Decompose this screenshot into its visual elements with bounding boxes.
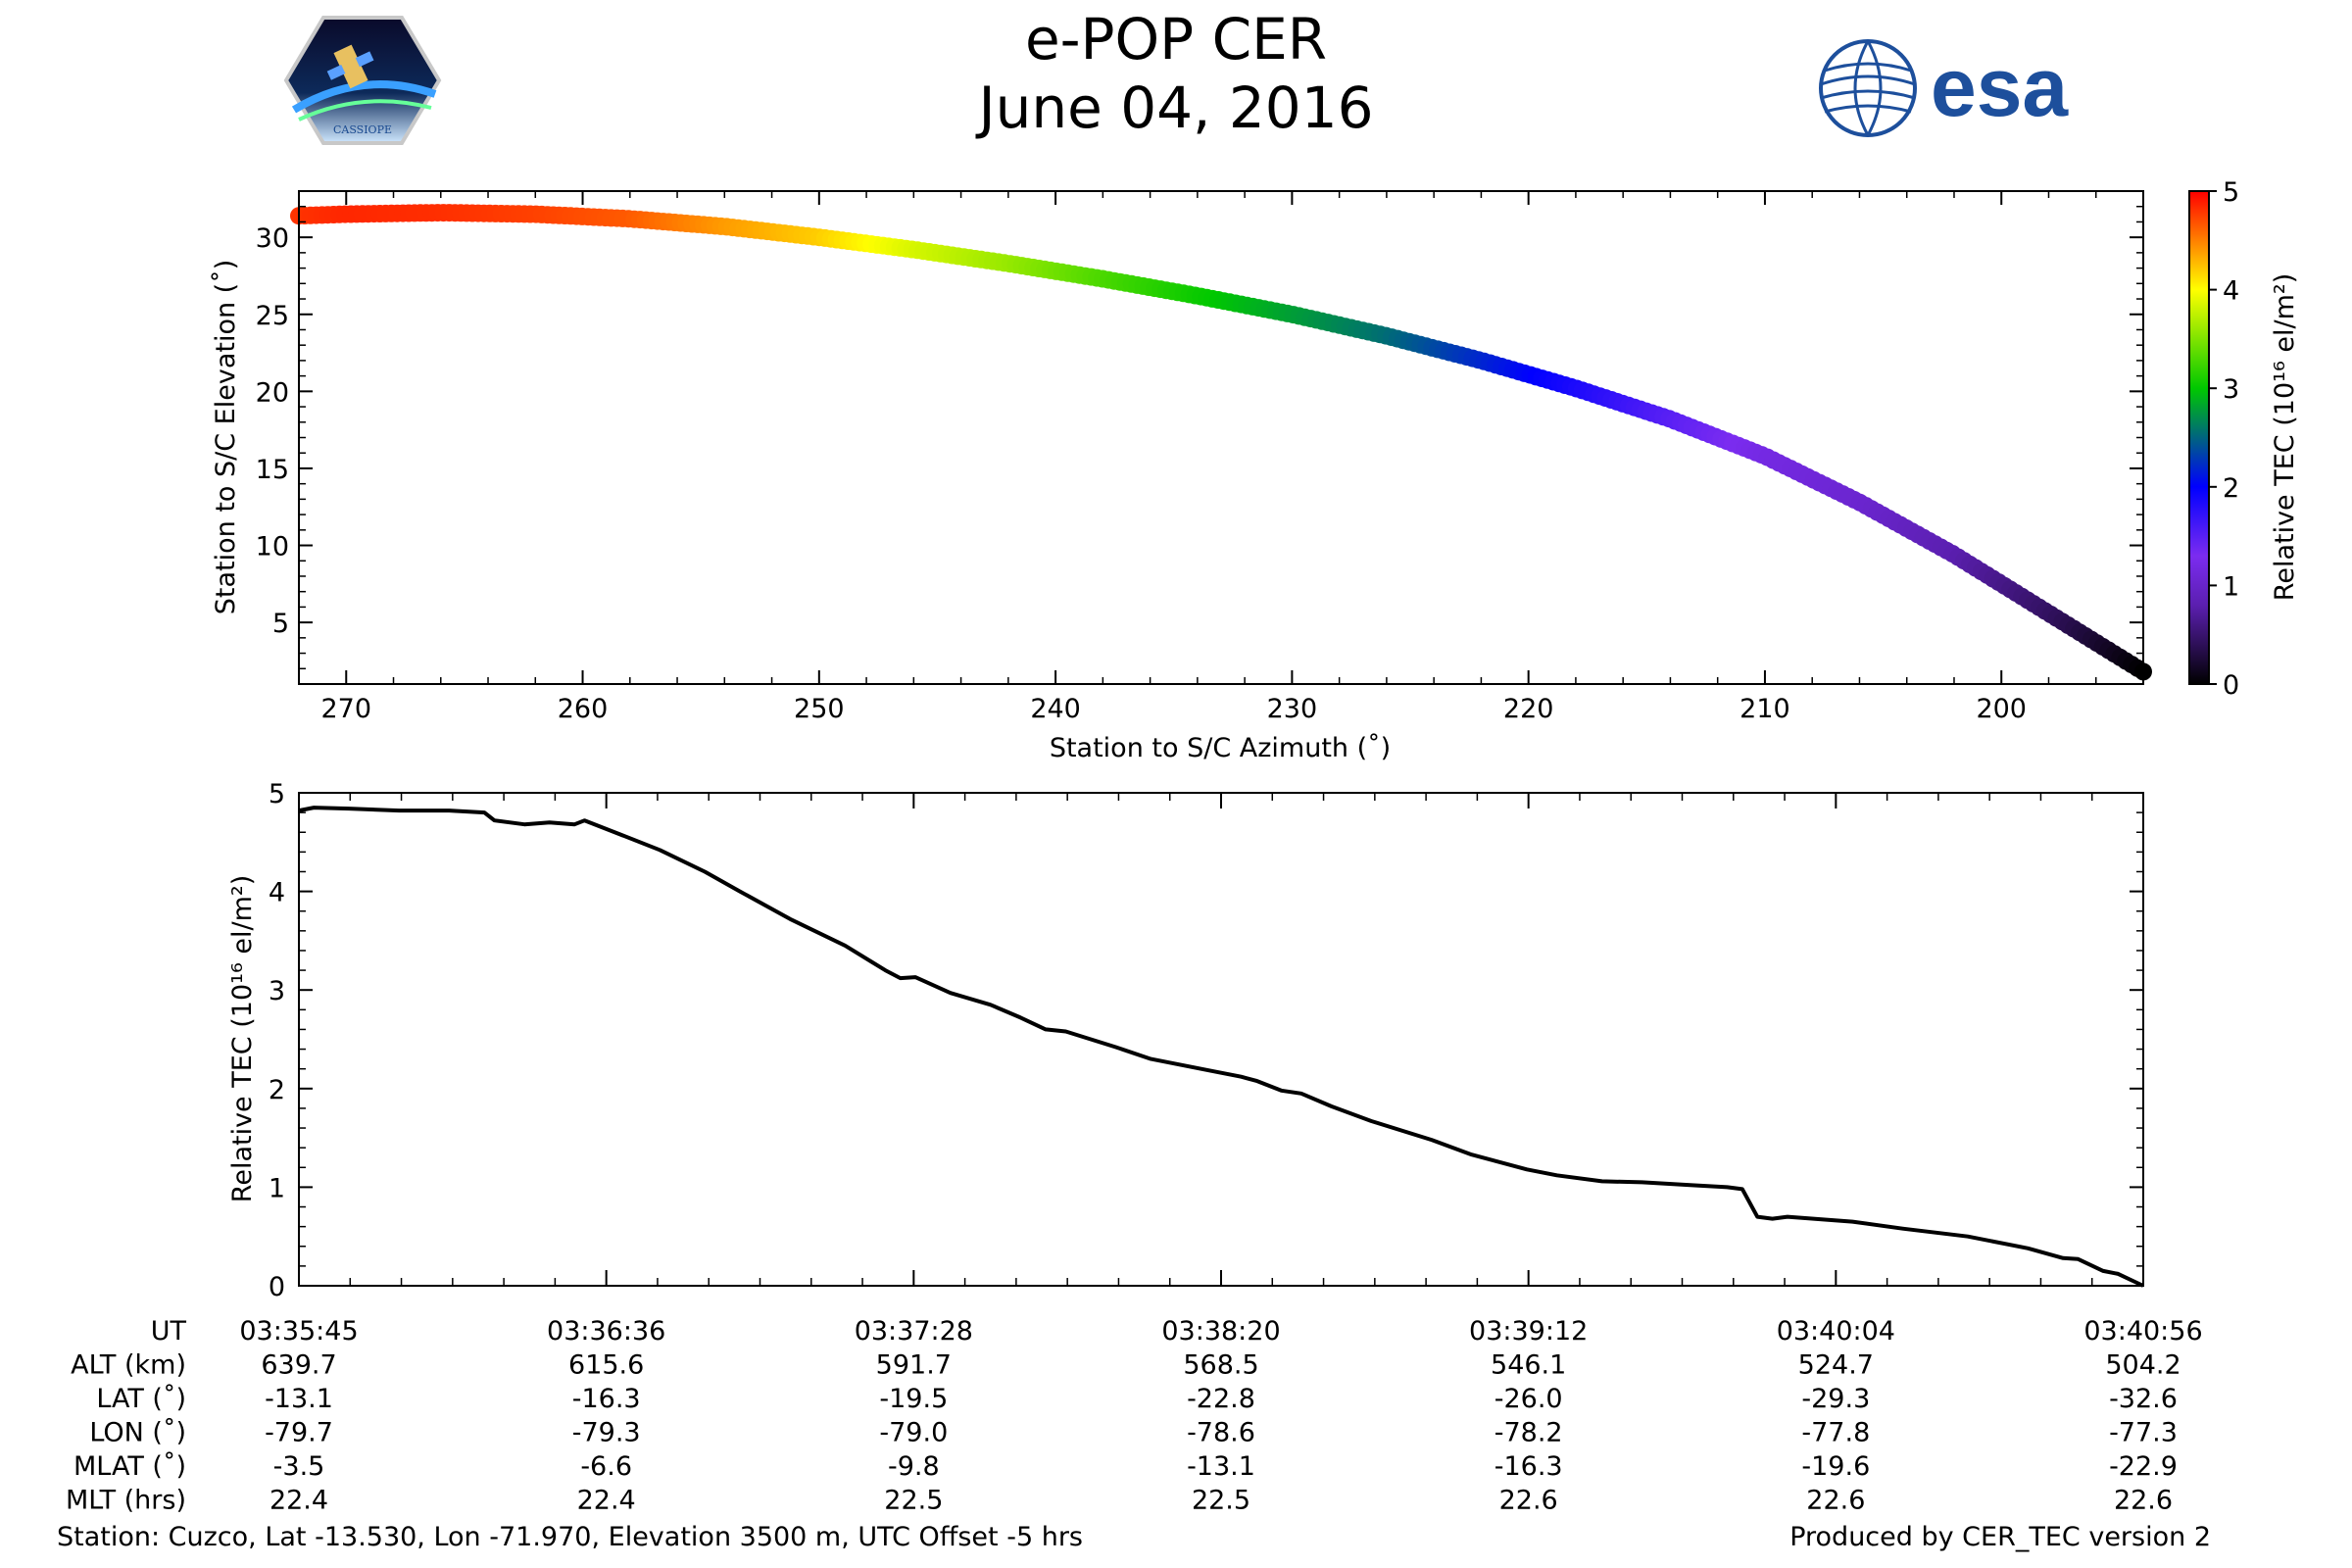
bottom-y-tick-label: 3 [269,976,285,1006]
bottom-y-axis-label: Relative TEC (10¹⁶ el/m²) [227,875,258,1202]
table-cell: 504.2 [2105,1350,2180,1381]
table-row-label: MLAT (˚) [74,1451,186,1482]
table-cell: -79.7 [265,1418,333,1448]
colorbar-tick-label: 0 [2223,670,2239,701]
table-cell: -79.3 [572,1418,641,1448]
table-cell: -13.1 [1187,1451,1255,1482]
figure-date: June 04, 2016 [978,74,1374,141]
table-cell: -6.6 [580,1451,632,1482]
figure-title: e-POP CER [1024,6,1328,73]
producer-info: Produced by CER_TEC version 2 [1789,1522,2211,1552]
table-cell: -16.3 [1494,1451,1563,1482]
table-cell: -77.3 [2109,1418,2178,1448]
top-y-axis-label: Station to S/C Elevation (˚) [211,260,241,615]
table-cell: -22.8 [1187,1384,1255,1414]
satellite-icon [326,44,374,89]
table-cell: 03:36:36 [547,1316,665,1347]
colorbar-tick-label: 5 [2223,177,2239,208]
top-x-tick-label: 220 [1503,694,1554,724]
table-cell: -78.2 [1494,1418,1563,1448]
colorbar-tick-label: 3 [2223,374,2239,405]
elevation-azimuth-plot: 270 260 250 240 230 220 210 200 5 10 15 20 25 30 Stat… [211,190,2152,763]
table-cell: 03:40:04 [1777,1316,1895,1347]
top-y-tick-label: 5 [272,609,289,639]
bottom-y-tick-label: 5 [269,779,285,809]
table-cell: 568.5 [1183,1350,1258,1381]
table-row-label: MLT (hrs) [66,1486,186,1516]
cassiope-logo: CASSIOPE [283,16,442,145]
table-cell: 615.6 [568,1350,644,1381]
tec-timeseries-plot: 0 1 2 3 4 5 Relative TEC (10¹⁶ el/m²) [227,779,2144,1302]
top-y-tick-label: 10 [256,532,289,563]
table-cell: -13.1 [265,1384,333,1414]
table-cell: 22.6 [1806,1486,1865,1516]
top-y-tick-label: 30 [256,223,289,254]
table-row-label: ALT (km) [71,1350,186,1381]
table-cell: 03:37:28 [855,1316,973,1347]
table-cell: -77.8 [1801,1418,1870,1448]
table-cell: 591.7 [876,1350,952,1381]
top-x-tick-label: 250 [794,694,845,724]
bottom-y-tick-label: 2 [269,1075,285,1105]
table-row-label: LON (˚) [89,1418,186,1448]
bottom-plot-frame [298,792,2144,1287]
table-cell: 546.1 [1491,1350,1566,1381]
table-cell: -22.9 [2109,1451,2178,1482]
table-cell: 22.5 [1192,1486,1250,1516]
top-x-tick-label: 270 [320,694,371,724]
bottom-y-tick-label: 4 [269,878,285,908]
table-cell: 639.7 [261,1350,336,1381]
top-plot-frame [298,190,2144,685]
top-y-tick-label: 20 [256,377,289,408]
table-cell: 03:39:12 [1469,1316,1588,1347]
esa-logo-text: esa [1931,41,2069,133]
bottom-y-tick-label: 1 [269,1173,285,1203]
table-cell: -32.6 [2109,1384,2178,1414]
table-cell: 22.6 [2114,1486,2173,1516]
table-cell: 22.4 [270,1486,328,1516]
station-info: Station: Cuzco, Lat -13.530, Lon -71.970… [57,1522,1083,1552]
table-cell: 22.6 [1499,1486,1558,1516]
table-cell: -19.5 [879,1384,948,1414]
top-x-tick-label: 240 [1030,694,1081,724]
table-cell: -79.0 [879,1418,948,1448]
colorbar-tick-label: 1 [2223,571,2239,602]
table-cell: 524.7 [1798,1350,1874,1381]
top-y-tick-label: 25 [256,301,289,331]
table-cell: -19.6 [1801,1451,1870,1482]
table-cell: 03:40:56 [2083,1316,2202,1347]
top-x-tick-label: 230 [1267,694,1318,724]
table-cell: -78.6 [1187,1418,1255,1448]
colorbar: 0 1 2 3 4 5 Relative TEC (10¹⁶ el/m²) [2188,177,2300,701]
bottom-y-tick-label: 0 [269,1272,285,1302]
colorbar-tick-label: 4 [2223,276,2239,307]
table-cell: 03:35:45 [239,1316,358,1347]
table-cell: 22.4 [577,1486,636,1516]
table-cell: -9.8 [888,1451,940,1482]
table-cell: -26.0 [1494,1384,1563,1414]
cassiope-logo-text: CASSIOPE [333,123,392,136]
colorbar-label: Relative TEC (10¹⁶ el/m²) [2270,273,2300,601]
top-x-tick-label: 260 [558,694,609,724]
top-x-tick-label: 210 [1740,694,1790,724]
table-cell: 22.5 [884,1486,943,1516]
table-row-label: LAT (˚) [96,1384,186,1414]
tec-series-line [298,806,2144,1288]
top-y-tick-label: 15 [256,455,289,485]
table-cell: 03:38:20 [1161,1316,1280,1347]
esa-logo: esa [1819,39,2069,137]
table-cell: -3.5 [273,1451,325,1482]
top-x-tick-label: 200 [1976,694,2027,724]
colorbar-tick-label: 2 [2223,473,2239,504]
colorbar-gradient [2188,190,2210,685]
esa-globe-icon [1819,39,1917,137]
table-row-label: UT [151,1316,187,1347]
table-cell: -16.3 [572,1384,641,1414]
table-cell: -29.3 [1801,1384,1870,1414]
top-x-axis-label: Station to S/C Azimuth (˚) [1050,733,1391,763]
